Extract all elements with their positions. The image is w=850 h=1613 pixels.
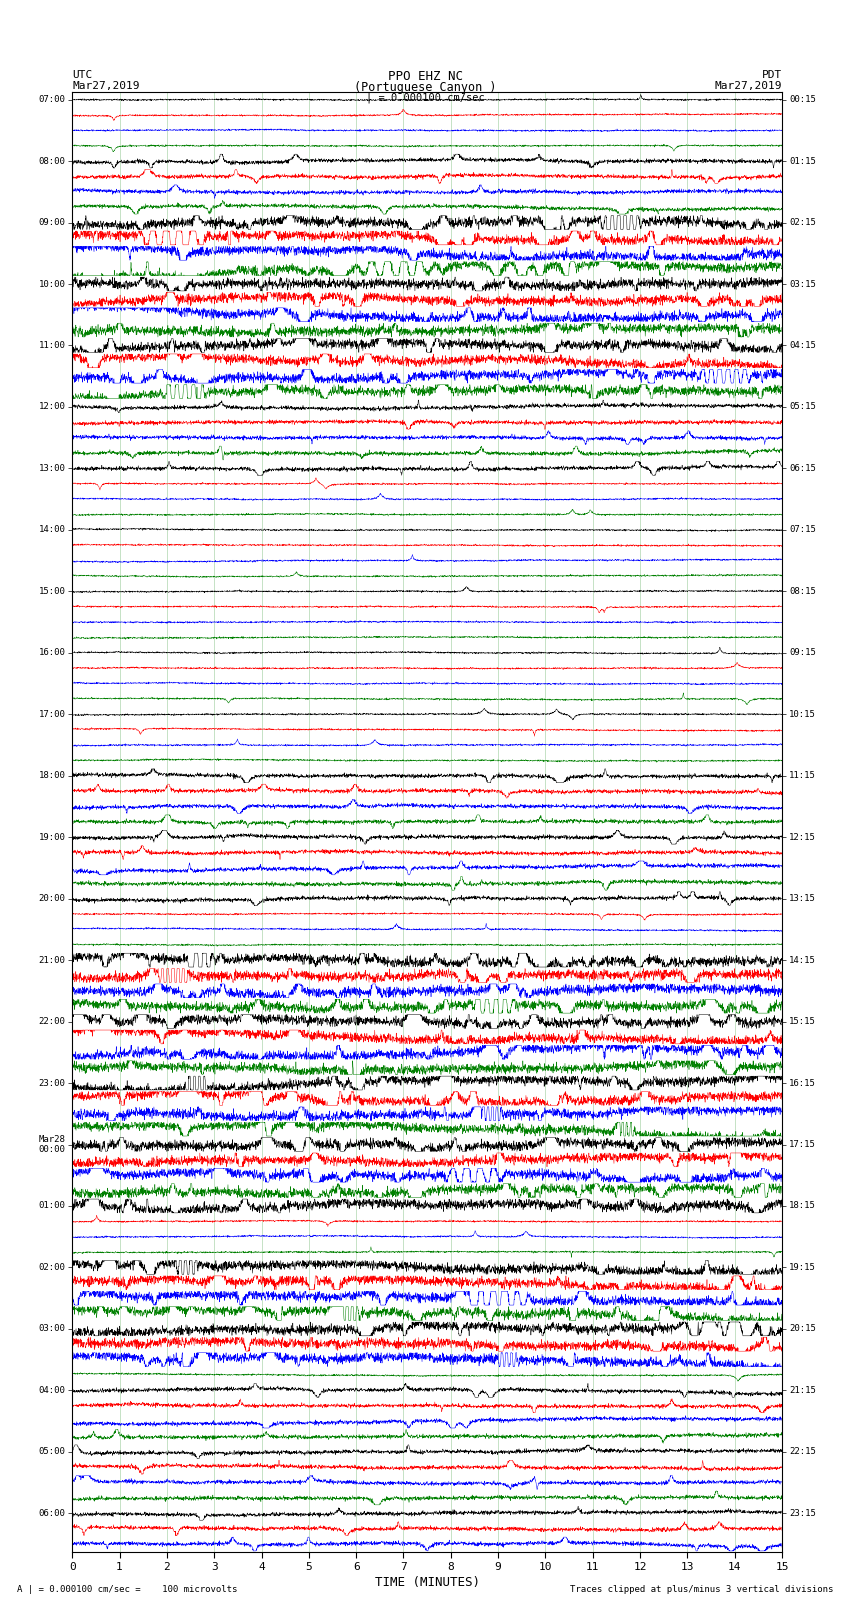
Text: A | = 0.000100 cm/sec =    100 microvolts: A | = 0.000100 cm/sec = 100 microvolts [17,1584,237,1594]
Text: PDT: PDT [762,71,782,81]
Text: Traces clipped at plus/minus 3 vertical divisions: Traces clipped at plus/minus 3 vertical … [570,1584,833,1594]
Text: Mar27,2019: Mar27,2019 [715,82,782,92]
Text: Mar27,2019: Mar27,2019 [72,82,139,92]
Text: PPO EHZ NC: PPO EHZ NC [388,71,462,84]
Text: (Portuguese Canyon ): (Portuguese Canyon ) [354,82,496,95]
X-axis label: TIME (MINUTES): TIME (MINUTES) [375,1576,479,1589]
Text: | = 0.000100 cm/sec: | = 0.000100 cm/sec [366,92,484,103]
Text: UTC: UTC [72,71,93,81]
